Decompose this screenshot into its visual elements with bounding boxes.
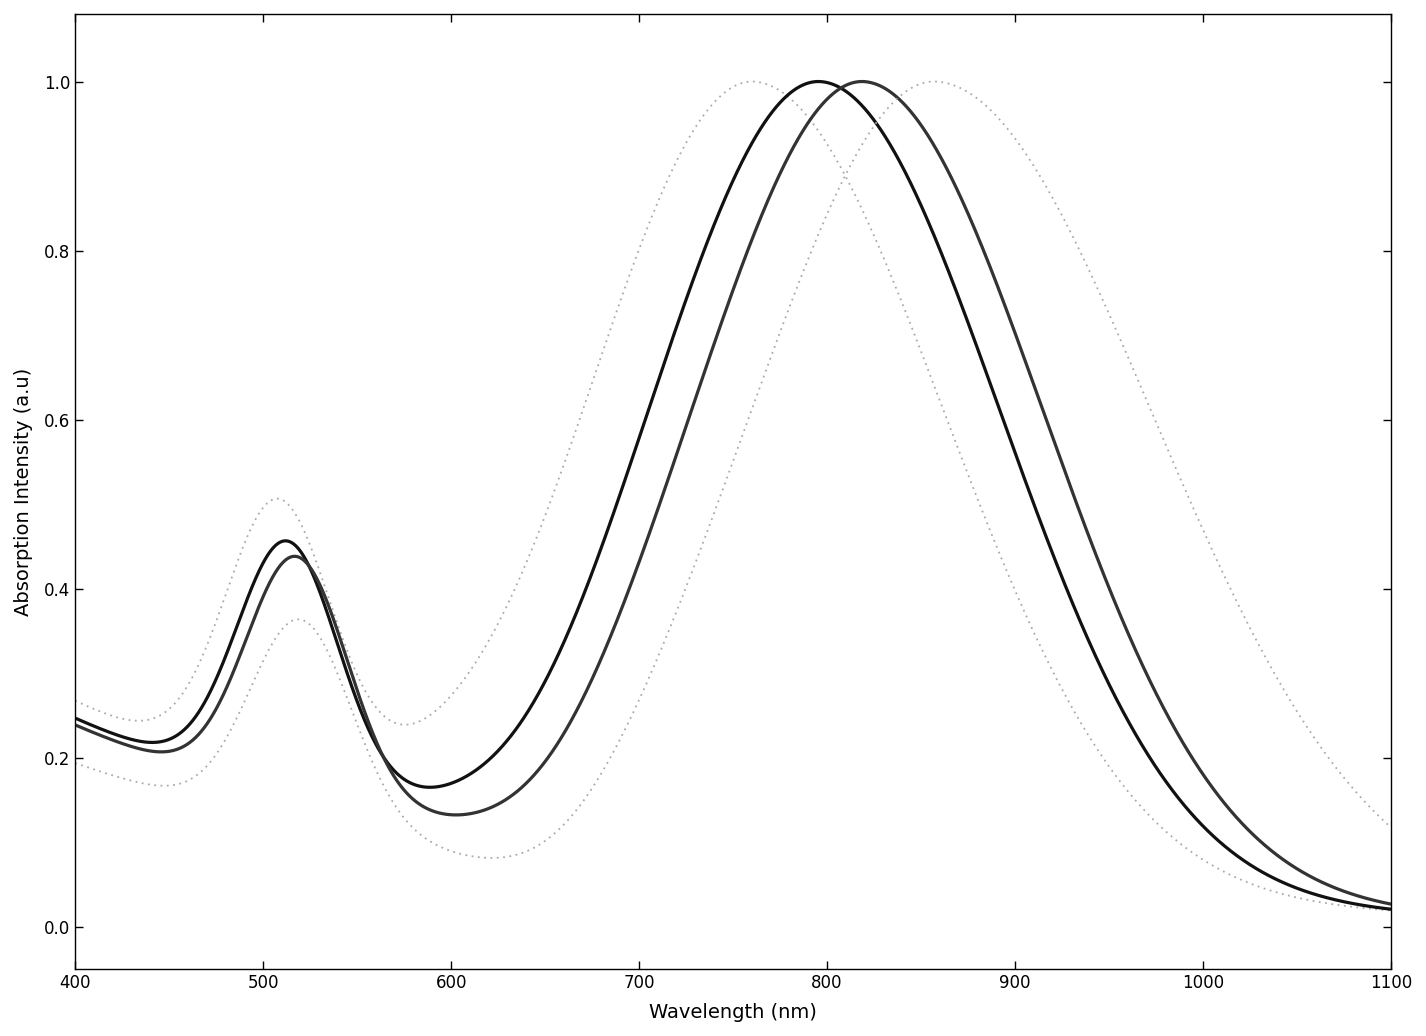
Y-axis label: Absorption Intensity (a.u): Absorption Intensity (a.u) (14, 368, 33, 615)
X-axis label: Wavelength (nm): Wavelength (nm) (649, 1003, 817, 1023)
